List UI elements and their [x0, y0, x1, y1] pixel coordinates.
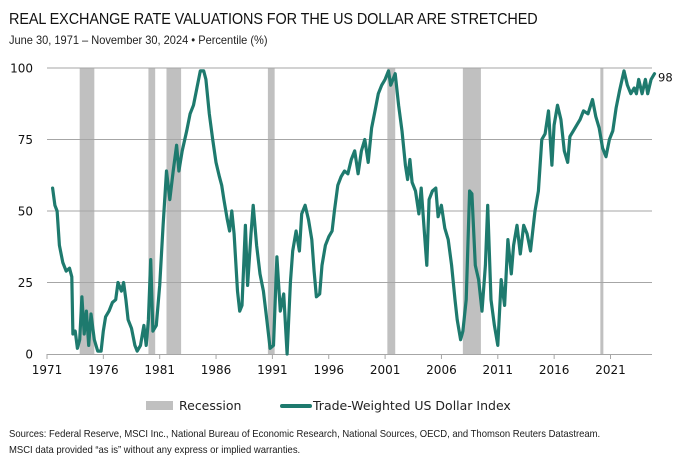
recession-swatch: [146, 401, 173, 410]
series-group: [50, 69, 657, 356]
x-tick-label: 1986: [201, 363, 232, 377]
x-tick-label: 1971: [32, 363, 63, 377]
chart-subtitle: June 30, 1971 – November 30, 2024 • Perc…: [9, 33, 268, 47]
legend-label-recession: Recession: [179, 398, 242, 413]
line-chart: 0 25 50 75 100 1971 1976 1981 1986 1991 1996 2001 2…: [10, 62, 673, 378]
legend-item-dollar-index: Trade-Weighted US Dollar Index: [280, 398, 511, 413]
x-tick-label: 2011: [483, 363, 514, 377]
y-tick-label: 25: [18, 276, 33, 290]
x-tick-label: 2001: [370, 363, 401, 377]
x-axis: [46, 354, 652, 359]
dollar-index-line: [50, 69, 657, 356]
legend: Recession Trade-Weighted US Dollar Index: [0, 398, 695, 414]
end-value-label: 98: [658, 71, 673, 85]
legend-item-recession: Recession: [146, 398, 241, 413]
y-tick-label: 75: [18, 133, 33, 147]
gridlines: [47, 67, 652, 283]
x-tick-label: 1976: [88, 363, 119, 377]
source-line-2: MSCI data provided “as is” without any e…: [9, 445, 301, 456]
y-axis-labels: 0 25 50 75 100: [10, 62, 33, 362]
x-tick-label: 2021: [595, 363, 626, 377]
x-tick-label: 1991: [257, 363, 288, 377]
x-tick-label: 2006: [426, 363, 457, 377]
x-tick-label: 2016: [539, 363, 570, 377]
x-tick-label: 1981: [144, 363, 175, 377]
x-tick-label: 1996: [313, 363, 344, 377]
x-axis-labels: 1971 1976 1981 1986 1991 1996 2001 2006 2011 2016…: [32, 363, 626, 377]
source-note: Sources: Federal Reserve, MSCI Inc., Nat…: [9, 427, 600, 459]
y-tick-label: 50: [18, 205, 33, 219]
source-line-1: Sources: Federal Reserve, MSCI Inc., Nat…: [9, 429, 601, 440]
chart-title: REAL EXCHANGE RATE VALUATIONS FOR THE US…: [9, 11, 538, 28]
y-tick-label: 0: [25, 348, 33, 362]
legend-label-dollar-index: Trade-Weighted US Dollar Index: [313, 398, 511, 413]
y-tick-label: 100: [10, 62, 33, 76]
dollar-index-swatch: [280, 403, 312, 408]
